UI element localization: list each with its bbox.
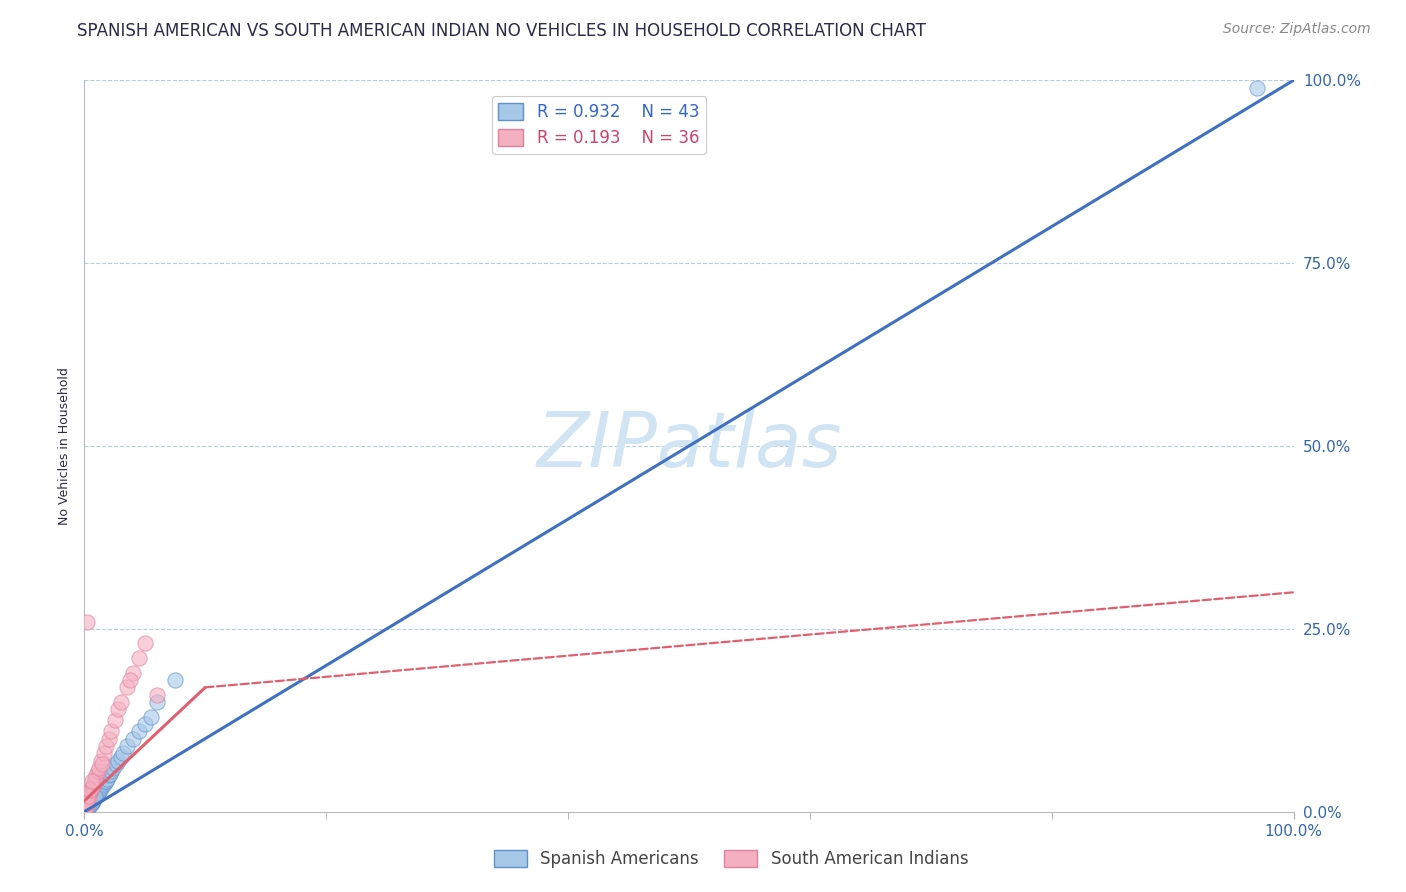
Point <box>79 798 101 813</box>
Point <box>79 797 101 812</box>
Point <box>75 798 97 813</box>
Point <box>82 794 104 808</box>
Point <box>76 801 98 815</box>
Point <box>80 796 103 810</box>
Point <box>82 795 104 809</box>
Point <box>80 781 103 796</box>
Point <box>89 782 111 797</box>
Point <box>86 787 108 801</box>
Point <box>146 688 169 702</box>
Point <box>97 768 120 782</box>
Point <box>93 777 115 791</box>
Point <box>76 802 98 816</box>
Point <box>128 651 150 665</box>
Point <box>83 790 105 805</box>
Point <box>104 714 127 728</box>
Point <box>121 731 143 746</box>
Point <box>110 749 132 764</box>
Point <box>100 724 122 739</box>
Point <box>146 695 169 709</box>
Point <box>76 615 98 629</box>
Point <box>107 702 129 716</box>
Point <box>110 695 132 709</box>
Point <box>112 746 135 760</box>
Point <box>94 775 117 789</box>
Point <box>75 800 97 814</box>
Point <box>165 673 187 687</box>
Point <box>96 772 118 786</box>
Point <box>76 797 98 812</box>
Point <box>80 797 103 811</box>
Point <box>77 790 100 805</box>
Point <box>77 799 100 814</box>
Point <box>83 775 105 789</box>
Point <box>91 779 114 793</box>
Legend: Spanish Americans, South American Indians: Spanish Americans, South American Indian… <box>486 843 976 875</box>
Point <box>128 724 150 739</box>
Text: ZIPatlas: ZIPatlas <box>536 409 842 483</box>
Point <box>103 761 125 775</box>
Point <box>77 798 100 813</box>
Point <box>134 717 156 731</box>
Y-axis label: No Vehicles in Household: No Vehicles in Household <box>58 368 72 524</box>
Point <box>86 764 108 779</box>
Point <box>84 790 107 805</box>
Point <box>104 757 127 772</box>
Point <box>84 772 107 786</box>
Point <box>75 803 97 817</box>
Point <box>100 764 122 779</box>
Text: SPANISH AMERICAN VS SOUTH AMERICAN INDIAN NO VEHICLES IN HOUSEHOLD CORRELATION C: SPANISH AMERICAN VS SOUTH AMERICAN INDIA… <box>77 22 927 40</box>
Point <box>1246 80 1268 95</box>
Point <box>94 774 117 789</box>
Point <box>115 739 138 753</box>
Point <box>75 803 97 817</box>
Point <box>115 681 138 695</box>
Point <box>90 754 112 768</box>
Point <box>134 636 156 650</box>
Text: Source: ZipAtlas.com: Source: ZipAtlas.com <box>1223 22 1371 37</box>
Point <box>120 673 142 687</box>
Point <box>139 709 162 723</box>
Point <box>93 746 115 760</box>
Point <box>77 800 100 814</box>
Point <box>83 791 105 805</box>
Point <box>77 787 100 801</box>
Point <box>94 739 117 753</box>
Point <box>76 789 98 803</box>
Point <box>90 781 112 796</box>
Point <box>75 801 97 815</box>
Point <box>121 665 143 680</box>
Point <box>86 789 108 803</box>
Point <box>91 757 114 772</box>
Point <box>82 779 104 793</box>
Point <box>79 784 101 798</box>
Point <box>76 794 98 808</box>
Point <box>87 784 110 798</box>
Point <box>98 766 121 780</box>
Point <box>86 768 108 782</box>
Point <box>87 761 110 775</box>
Point <box>107 754 129 768</box>
Point <box>82 774 104 789</box>
Point <box>82 793 104 807</box>
Point <box>79 782 101 797</box>
Legend: R = 0.932    N = 43, R = 0.193    N = 36: R = 0.932 N = 43, R = 0.193 N = 36 <box>492 96 706 154</box>
Point <box>76 796 98 810</box>
Point <box>97 731 120 746</box>
Point <box>77 791 100 805</box>
